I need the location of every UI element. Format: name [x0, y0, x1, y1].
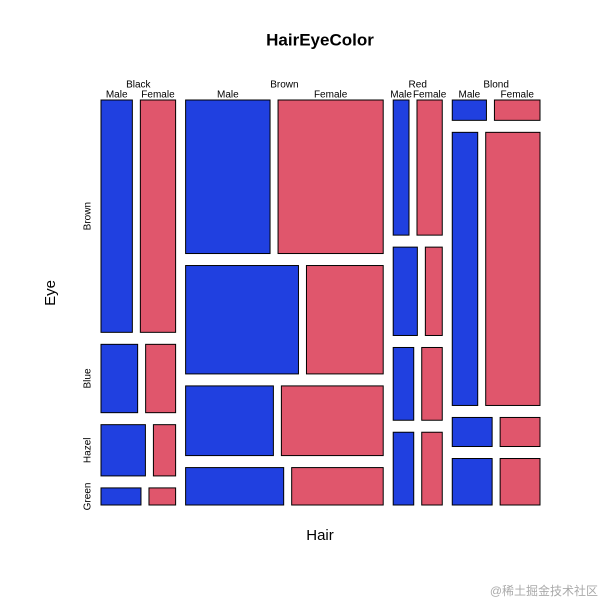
sex-label: Male — [459, 90, 481, 101]
mosaic-tile — [392, 346, 415, 421]
mosaic-tile — [148, 487, 177, 506]
row-label: Brown — [83, 202, 94, 230]
mosaic-tile — [416, 99, 443, 236]
column-label: Brown — [270, 80, 298, 91]
mosaic-tile — [100, 99, 133, 333]
mosaic-tile — [185, 467, 285, 506]
mosaic-tile — [421, 346, 443, 421]
mosaic-tile — [451, 416, 493, 448]
mosaic-tile — [451, 99, 487, 121]
watermark: @稀土掘金技术社区 — [490, 583, 598, 598]
row-label: Blue — [83, 368, 94, 388]
sex-label: Male — [217, 90, 239, 101]
mosaic-tile — [185, 385, 274, 457]
mosaic-tile — [100, 487, 142, 506]
sex-label: Female — [141, 90, 175, 101]
mosaic-tile — [291, 467, 384, 506]
mosaic-tile — [485, 131, 541, 406]
mosaic-tile — [100, 343, 139, 414]
mosaic-tile — [277, 99, 384, 255]
mosaic-tile — [100, 424, 146, 477]
column-label: Blond — [483, 80, 509, 91]
mosaic-tile — [305, 265, 384, 375]
mosaic-tile — [392, 99, 410, 236]
mosaic-tile — [451, 458, 493, 506]
mosaic-tile — [499, 458, 541, 506]
mosaic-tile — [280, 385, 384, 457]
mosaic-tile — [493, 99, 541, 121]
y-axis-title: Eye — [42, 280, 59, 306]
column-label: Red — [409, 80, 427, 91]
mosaic-tile — [185, 99, 271, 255]
sex-label: Female — [314, 90, 348, 101]
sex-label: Female — [501, 90, 535, 101]
row-label: Green — [83, 483, 94, 511]
mosaic-tile — [421, 431, 443, 506]
mosaic-tile — [392, 246, 418, 336]
mosaic-tile — [152, 424, 177, 477]
sex-label: Male — [390, 90, 412, 101]
mosaic-tile — [145, 343, 177, 414]
mosaic-tile — [451, 131, 479, 406]
mosaic-tile — [392, 431, 415, 506]
sex-label: Male — [106, 90, 128, 101]
mosaic-tile — [139, 99, 177, 333]
row-label: Hazel — [83, 438, 94, 464]
mosaic-tile — [185, 265, 299, 375]
mosaic-tile — [424, 246, 443, 336]
mosaic-tile — [499, 416, 541, 448]
sex-label: Female — [413, 90, 447, 101]
column-label: Black — [126, 80, 151, 91]
chart-title: HairEyeColor — [266, 30, 374, 49]
x-axis-title: Hair — [306, 527, 334, 544]
